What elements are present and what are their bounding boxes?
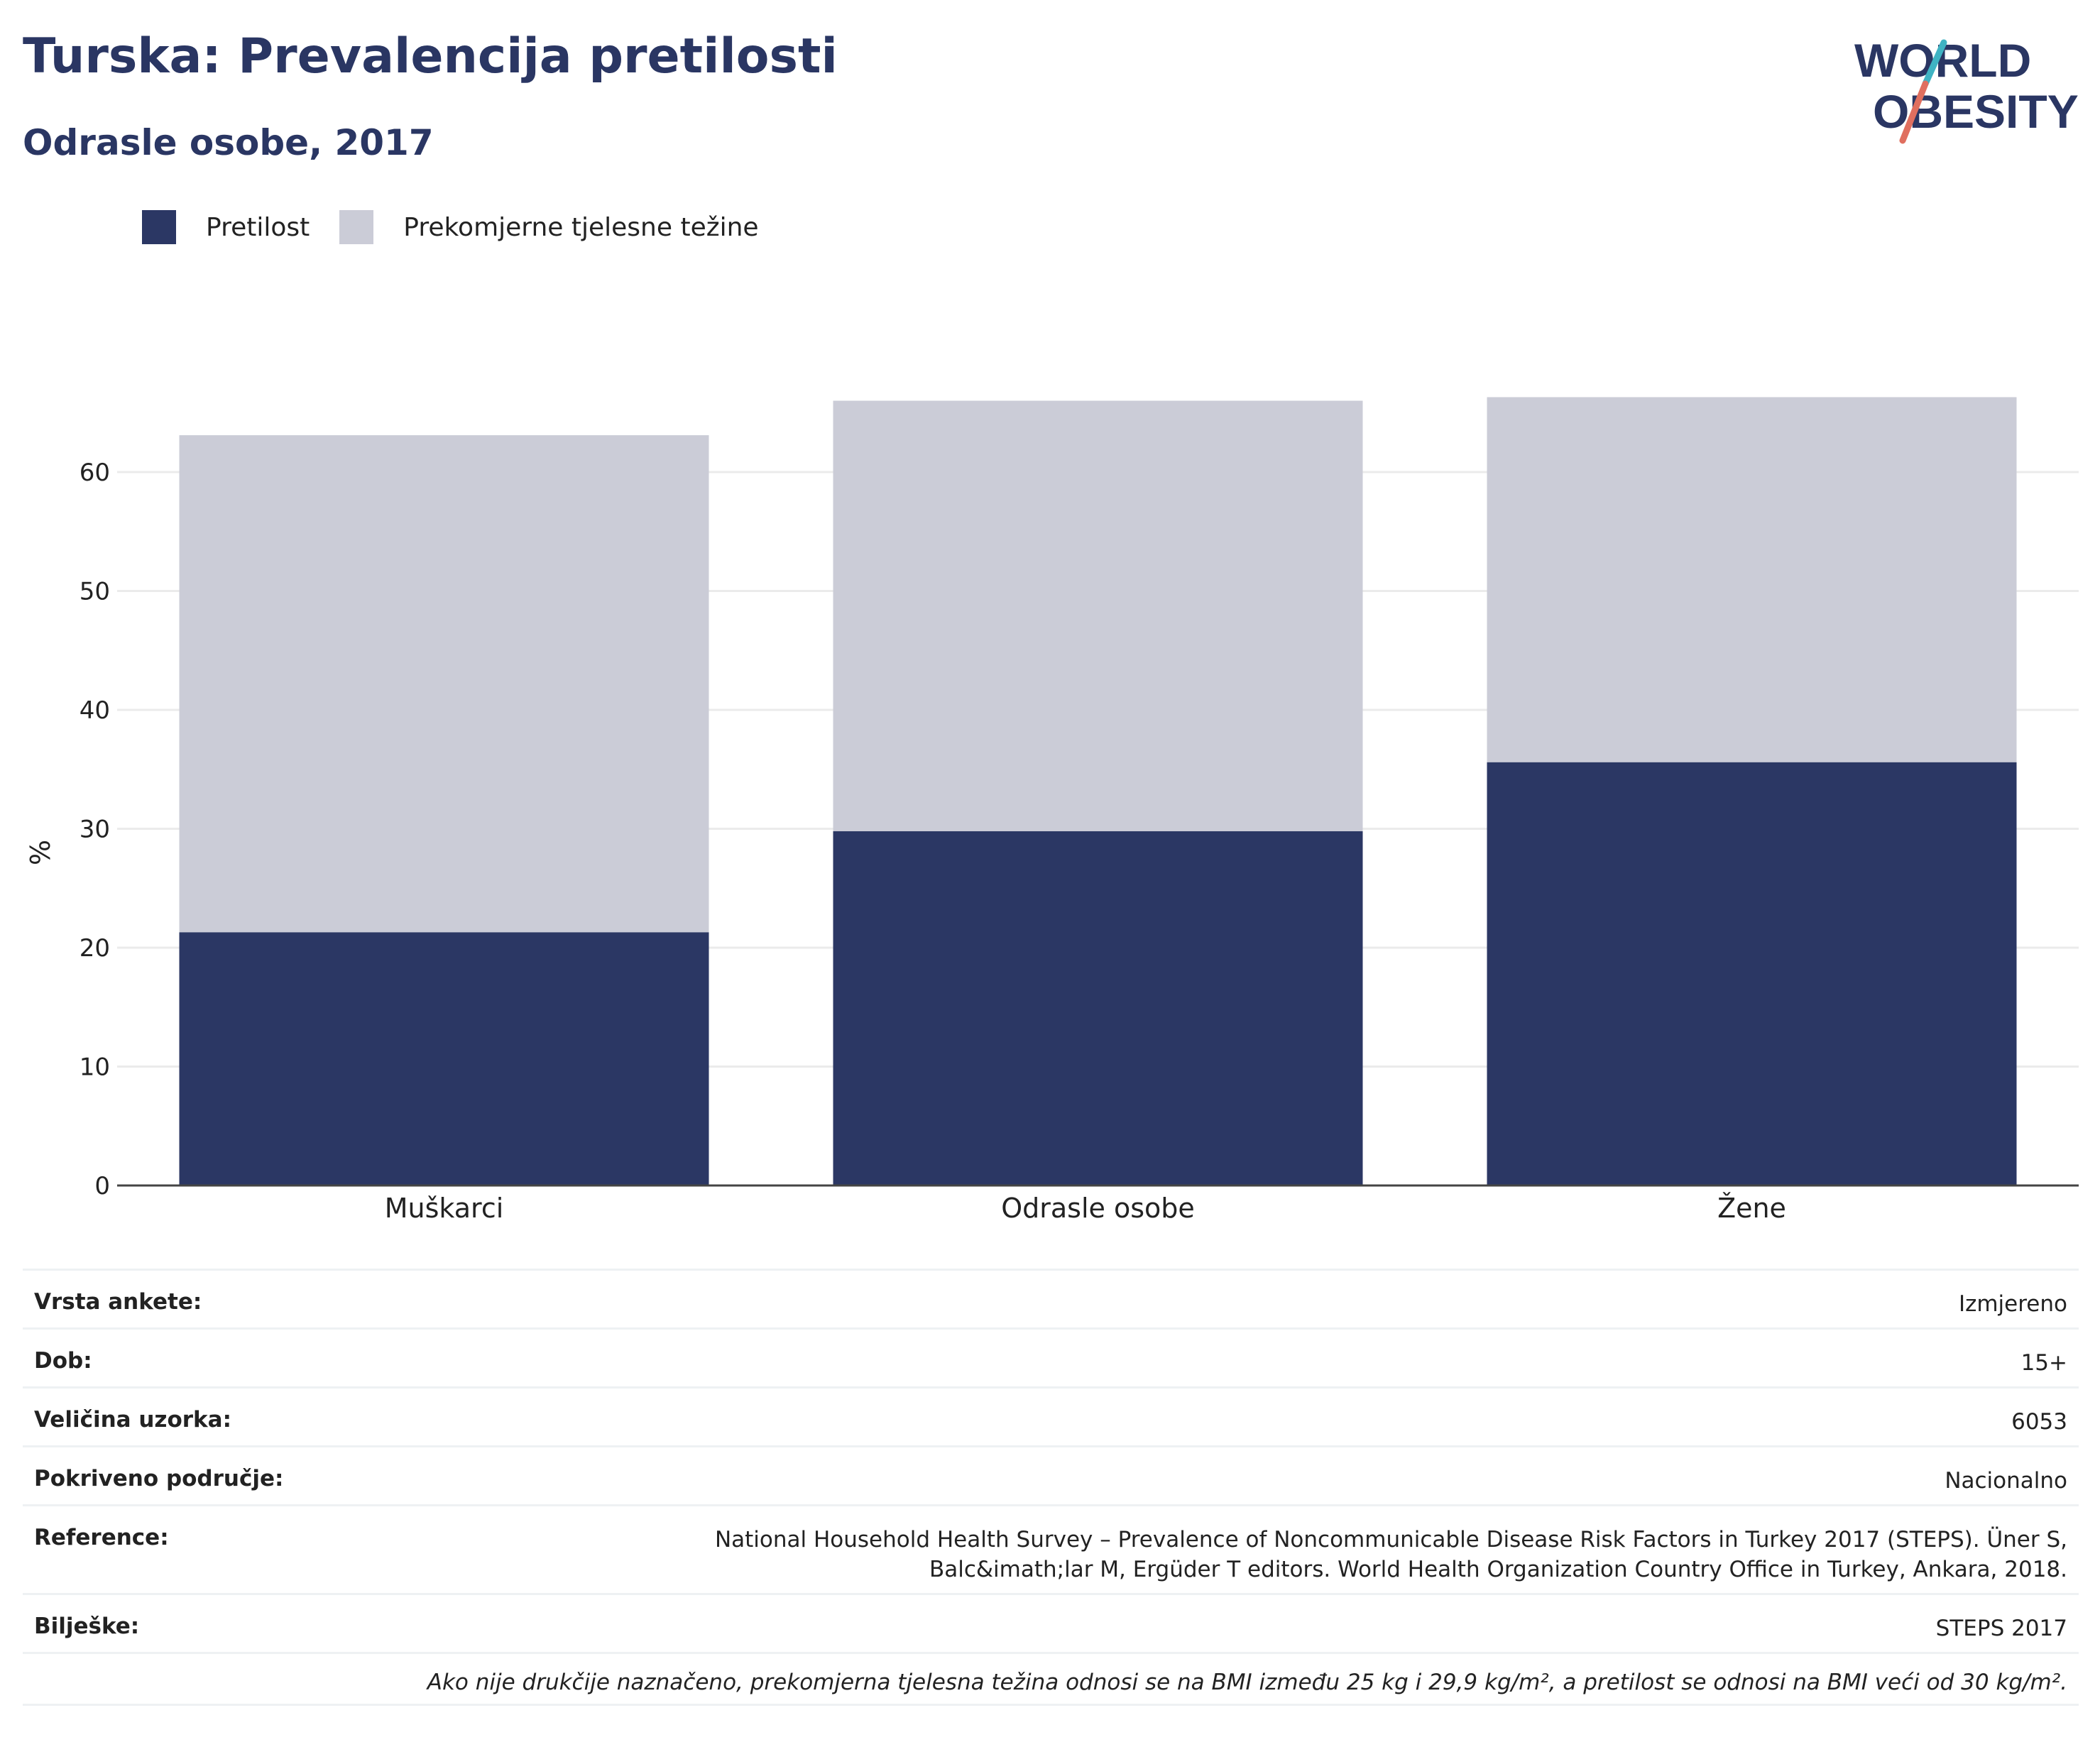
info-label: Pokriveno područje: [34,1466,284,1491]
info-table: Vrsta ankete: Izmjereno Dob: 15+ Veličin… [23,1269,2079,1706]
y-tick-label: 10 [80,1053,110,1082]
x-tick-label: Odrasle osobe [1001,1193,1195,1224]
y-tick-label: 0 [94,1172,110,1200]
legend-swatch-obesity [142,210,176,244]
info-label: Bilješke: [34,1614,140,1639]
x-tick-label: Muškarci [385,1193,504,1224]
info-row-reference: Reference: National Household Health Sur… [23,1504,2079,1593]
chart-legend: Pretilost Prekomjerne tjelesne težine [142,210,789,244]
definition-note: Ako nije drukčije naznačeno, prekomjerna… [23,1652,2079,1706]
legend-label-overweight: Prekomjerne tjelesne težine [403,212,759,242]
info-row-coverage: Pokriveno područje: Nacionalno [23,1445,2079,1504]
reference-line-2: Balc&imath;lar M, Ergüder T editors. Wor… [929,1557,2067,1582]
reference-line-1: National Household Health Survey – Preva… [714,1527,2067,1552]
y-tick-label: 40 [80,696,110,725]
info-value: STEPS 2017 [1935,1616,2067,1641]
info-label: Reference: [34,1525,169,1550]
y-tick-label: 30 [80,816,110,844]
bar-obesity [1487,762,2017,1185]
info-value: 15+ [2020,1350,2067,1376]
y-tick-label: 20 [80,934,110,963]
bar-obesity [179,932,709,1185]
info-value: Nacionalno [1945,1468,2067,1494]
bar-overweight [179,435,709,933]
info-row-age: Dob: 15+ [23,1327,2079,1386]
info-label: Dob: [34,1348,92,1374]
info-value: National Household Health Survey – Preva… [715,1525,2067,1584]
logo-slash-teal [1922,39,1947,87]
logo-slash-coral [1899,80,1929,144]
info-row-notes: Bilješke: STEPS 2017 [23,1593,2079,1652]
info-row-survey-type: Vrsta ankete: Izmjereno [23,1269,2079,1327]
info-value: Izmjereno [1958,1291,2067,1317]
page-subtitle: Odrasle osobe, 2017 [23,122,434,163]
legend-swatch-overweight [339,210,374,244]
bar-chart: 0 10 20 30 40 50 60% Muškarci Odrasle osobe Žene [25,397,2079,1224]
y-tick-label: 60 [80,459,110,487]
y-axis-label: % [25,840,56,865]
bar-overweight [1487,397,2017,762]
info-value: 6053 [2011,1409,2067,1435]
info-row-sample-size: Veličina uzorka: 6053 [23,1386,2079,1445]
legend-label-obesity: Pretilost [206,212,310,242]
info-label: Vrsta ankete: [34,1289,202,1315]
y-tick-label: 50 [80,578,110,606]
world-obesity-logo: WORLD OBESITY [1854,34,2079,144]
bar-obesity [833,831,1363,1185]
x-tick-label: Žene [1717,1193,1786,1224]
page-title: Turska: Prevalencija pretilosti [23,28,838,84]
bar-overweight [833,400,1363,831]
legend-item-overweight: Prekomjerne tjelesne težine [339,210,759,244]
info-label: Veličina uzorka: [34,1407,231,1433]
legend-item-obesity: Pretilost [142,210,310,244]
